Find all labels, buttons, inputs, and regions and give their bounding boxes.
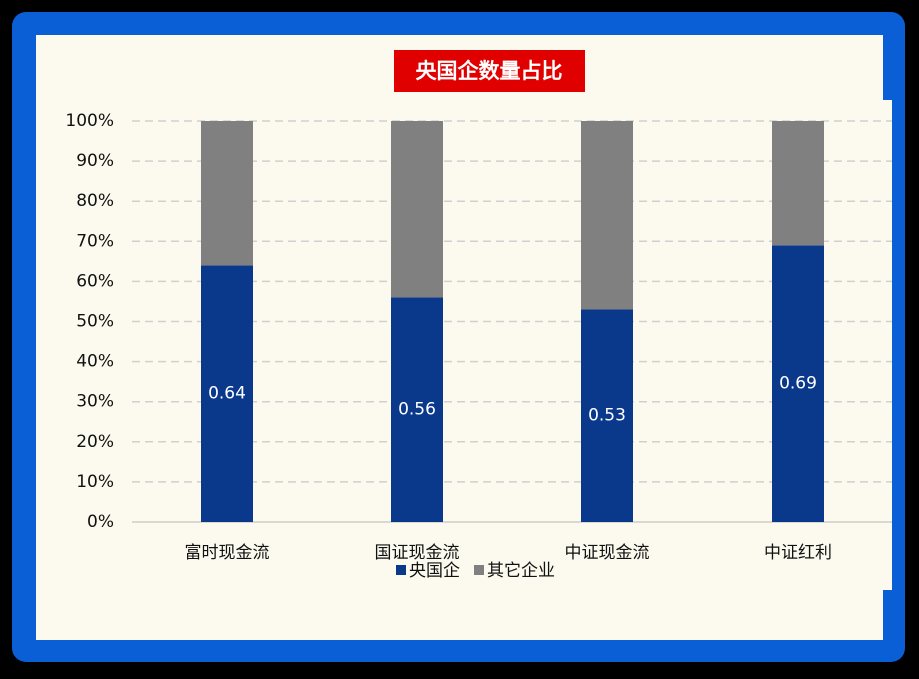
panel (36, 35, 883, 640)
y-tick-label: 0% (87, 512, 114, 532)
y-tick-label: 20% (76, 432, 114, 452)
bar-segment (772, 121, 824, 246)
y-tick-label: 90% (76, 151, 114, 171)
y-tick-label: 10% (76, 472, 114, 492)
data-label: 0.53 (588, 406, 626, 426)
x-tick-label: 中证红利 (764, 543, 832, 563)
legend-swatch (396, 565, 406, 575)
y-tick-label: 30% (76, 392, 114, 412)
bar-segment (201, 121, 253, 266)
data-label: 0.64 (208, 384, 246, 404)
bar-segment (391, 297, 443, 522)
bar-segment (772, 245, 824, 522)
bar-segment (581, 309, 633, 522)
y-tick-label: 70% (76, 231, 114, 251)
legend-label: 央国企 (409, 561, 460, 581)
x-tick-label: 富时现金流 (185, 543, 270, 563)
x-tick-label: 中证现金流 (565, 543, 650, 563)
bar-segment (581, 121, 633, 310)
data-label: 0.69 (779, 374, 817, 394)
x-tick-label: 国证现金流 (375, 543, 460, 563)
y-tick-label: 80% (76, 191, 114, 211)
data-label: 0.56 (398, 400, 436, 420)
bar-segment (391, 121, 443, 298)
legend-swatch (474, 565, 484, 575)
y-tick-label: 40% (76, 352, 114, 372)
y-tick-label: 50% (76, 312, 114, 332)
y-tick-label: 60% (76, 271, 114, 291)
title-box (394, 50, 585, 92)
y-tick-label: 100% (65, 111, 114, 131)
panel-edge (883, 100, 892, 590)
chart-title: 央国企数量占比 (416, 59, 563, 83)
bar-segment (201, 265, 253, 522)
legend-label: 其它企业 (487, 561, 555, 581)
